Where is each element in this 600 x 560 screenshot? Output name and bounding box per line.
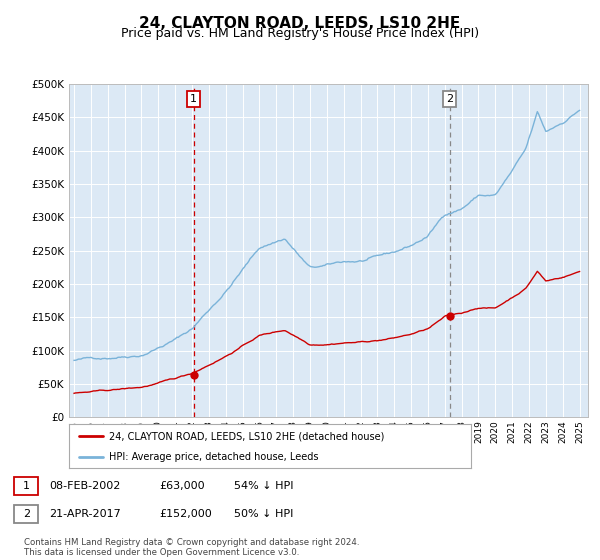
Text: 54% ↓ HPI: 54% ↓ HPI (234, 481, 293, 491)
Text: HPI: Average price, detached house, Leeds: HPI: Average price, detached house, Leed… (109, 452, 319, 461)
Text: 2: 2 (23, 509, 30, 519)
Text: £152,000: £152,000 (159, 509, 212, 519)
Text: 24, CLAYTON ROAD, LEEDS, LS10 2HE: 24, CLAYTON ROAD, LEEDS, LS10 2HE (139, 16, 461, 31)
Text: Price paid vs. HM Land Registry's House Price Index (HPI): Price paid vs. HM Land Registry's House … (121, 27, 479, 40)
Text: 21-APR-2017: 21-APR-2017 (49, 509, 121, 519)
Text: 08-FEB-2002: 08-FEB-2002 (49, 481, 121, 491)
Text: 2: 2 (446, 94, 454, 104)
Text: 24, CLAYTON ROAD, LEEDS, LS10 2HE (detached house): 24, CLAYTON ROAD, LEEDS, LS10 2HE (detac… (109, 431, 385, 441)
Text: 50% ↓ HPI: 50% ↓ HPI (234, 509, 293, 519)
Text: £63,000: £63,000 (159, 481, 205, 491)
Text: Contains HM Land Registry data © Crown copyright and database right 2024.
This d: Contains HM Land Registry data © Crown c… (24, 538, 359, 557)
Text: 1: 1 (23, 481, 30, 491)
Text: 1: 1 (190, 94, 197, 104)
